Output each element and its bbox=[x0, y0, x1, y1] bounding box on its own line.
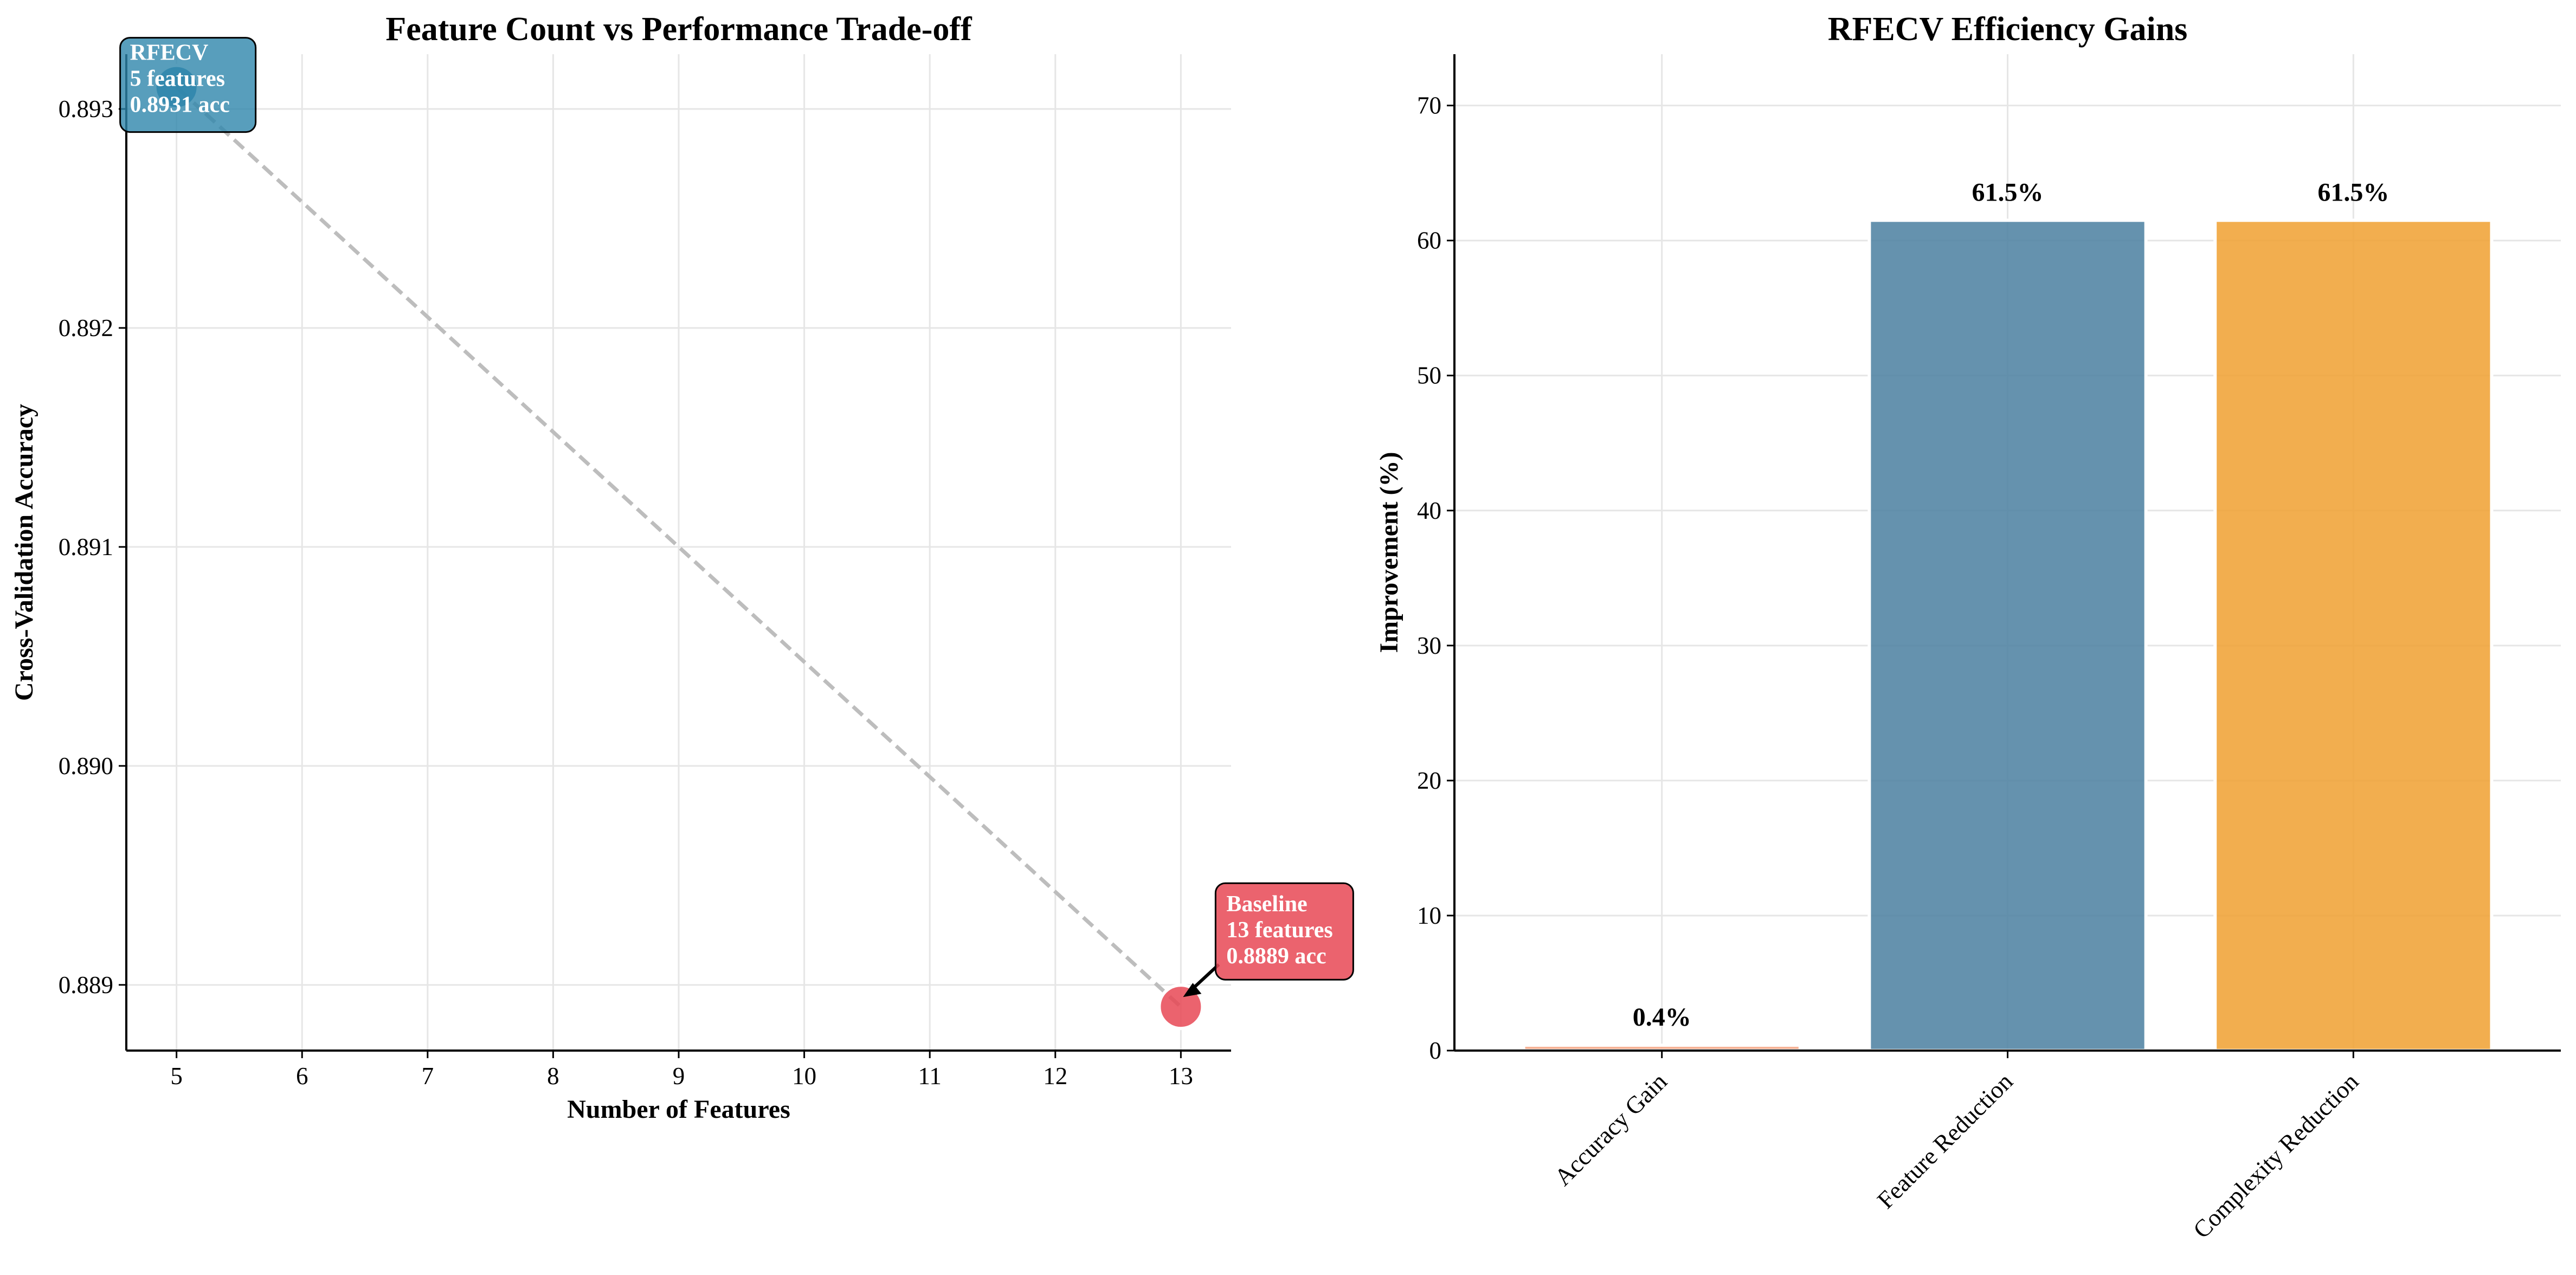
left-y-ticks: 0.889 0.890 0.891 0.892 0.893 bbox=[59, 95, 126, 999]
bar bbox=[2213, 218, 2494, 1052]
right-bars: 0.4% 61.5% 61.5% bbox=[1522, 178, 2494, 1053]
x-tick-label: 8 bbox=[547, 1062, 559, 1090]
left-x-axis-label: Number of Features bbox=[567, 1095, 790, 1124]
x-tick-label: 6 bbox=[296, 1062, 308, 1090]
x-tick-label: 9 bbox=[673, 1062, 685, 1090]
right-x-ticks: Accuracy Gain Feature Reduction Complexity… bbox=[1549, 1051, 2364, 1244]
bar-value-label: 0.4% bbox=[1633, 1003, 1691, 1032]
x-tick-label: 10 bbox=[792, 1062, 816, 1090]
right-y-ticks: 0 10 20 30 40 50 60 70 bbox=[1417, 92, 1454, 1064]
rfecv-annotation-line: 0.8931 acc bbox=[130, 93, 230, 118]
left-gridlines bbox=[126, 54, 1231, 1051]
bar-value-label: 61.5% bbox=[2317, 178, 2389, 207]
y-tick-label: 10 bbox=[1417, 902, 1441, 929]
x-tick-label: 11 bbox=[918, 1062, 942, 1090]
y-tick-label: 0 bbox=[1429, 1037, 1442, 1064]
bar-value-label: 61.5% bbox=[1972, 178, 2044, 207]
right-y-axis-label: Improvement (%) bbox=[1375, 452, 1403, 653]
baseline-annotation-line: Baseline bbox=[1226, 892, 1307, 917]
baseline-annotation-line: 13 features bbox=[1226, 918, 1332, 943]
x-tick-label: 12 bbox=[1043, 1062, 1067, 1090]
baseline-annotation-line: 0.8889 acc bbox=[1226, 944, 1326, 969]
y-tick-label: 70 bbox=[1417, 92, 1441, 119]
y-tick-label: 0.892 bbox=[59, 314, 113, 342]
left-chart-title: Feature Count vs Performance Trade-off bbox=[385, 11, 973, 48]
bar bbox=[1867, 218, 2148, 1052]
rfecv-annotation-box bbox=[119, 37, 257, 133]
y-tick-label: 20 bbox=[1417, 767, 1441, 794]
x-tick-label: Accuracy Gain bbox=[1549, 1068, 1672, 1191]
y-tick-label: 0.890 bbox=[59, 752, 113, 780]
y-tick-label: 30 bbox=[1417, 632, 1441, 659]
baseline-annotation-box bbox=[1214, 882, 1354, 981]
left-x-ticks: 5 6 7 8 9 10 11 12 13 bbox=[170, 1051, 1193, 1090]
tradeoff-chart: 5 6 7 8 9 10 11 12 13 0.8890.8900.8910.8920.893 … bbox=[10, 11, 1354, 1124]
y-tick-label: 60 bbox=[1417, 227, 1441, 254]
x-tick-label: 5 bbox=[170, 1062, 183, 1090]
y-tick-label: 40 bbox=[1417, 497, 1441, 524]
tradeoff-connector bbox=[175, 86, 1182, 1008]
y-tick-label: 0.889 bbox=[59, 971, 113, 999]
right-chart-title: RFECV Efficiency Gains bbox=[1828, 11, 2188, 48]
y-tick-label: 50 bbox=[1417, 362, 1441, 389]
x-tick-label: Feature Reduction bbox=[1872, 1068, 2018, 1214]
rfecv-annotation-line: 5 features bbox=[130, 67, 225, 92]
baseline-point bbox=[1157, 983, 1205, 1031]
x-tick-label: 13 bbox=[1169, 1062, 1193, 1090]
efficiency-chart: 0.4% 61.5% 61.5% Accuracy Gain Feature Redu… bbox=[1375, 11, 2561, 1244]
y-tick-label: 0.893 bbox=[59, 95, 113, 123]
x-tick-label: Complexity Reduction bbox=[2188, 1068, 2364, 1244]
left-y-axis-label: Cross-Validation Accuracy bbox=[10, 404, 38, 701]
x-tick-label: 7 bbox=[422, 1062, 434, 1090]
rfecv-annotation-line: RFECV bbox=[130, 41, 209, 66]
baseline-arrow-head bbox=[1183, 983, 1202, 997]
y-tick-label: 0.891 bbox=[59, 533, 113, 561]
